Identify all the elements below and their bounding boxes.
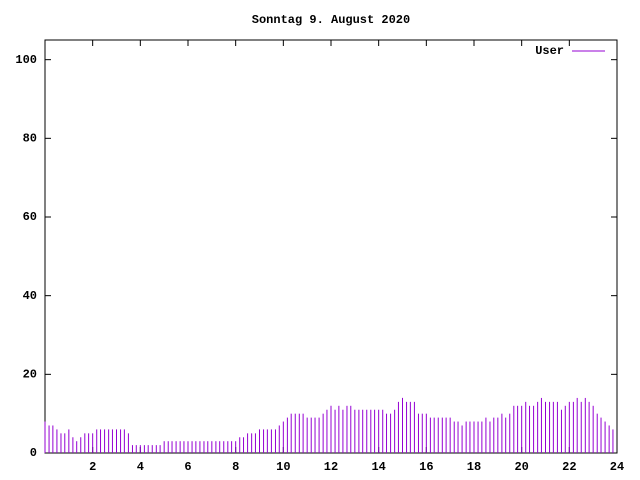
y-tick-label: 0 [30,446,37,460]
y-tick-label: 80 [23,132,37,146]
x-tick-label: 2 [89,460,96,474]
x-tick-label: 16 [419,460,433,474]
y-tick-label: 60 [23,210,37,224]
y-tick-label: 40 [23,289,37,303]
x-tick-label: 14 [371,460,385,474]
x-tick-label: 24 [610,460,624,474]
y-tick-label: 20 [23,368,37,382]
x-tick-label: 10 [276,460,290,474]
x-tick-label: 20 [514,460,528,474]
chart-title: Sonntag 9. August 2020 [252,13,410,27]
x-tick-label: 22 [562,460,576,474]
x-tick-label: 8 [232,460,239,474]
x-tick-label: 12 [324,460,338,474]
x-tick-label: 6 [184,460,191,474]
x-tick-label: 18 [467,460,481,474]
x-tick-label: 4 [137,460,144,474]
y-tick-label: 100 [15,53,37,67]
legend-label: User [535,44,564,58]
